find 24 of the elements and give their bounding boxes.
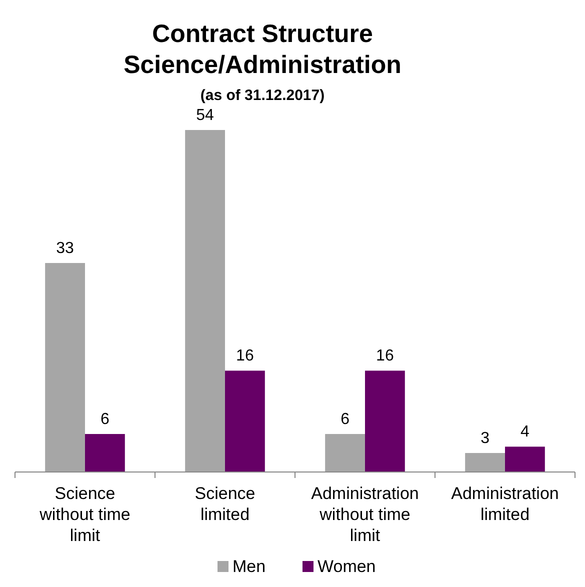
legend-label: Women: [318, 557, 376, 576]
bar: [185, 130, 225, 472]
bar: [85, 434, 125, 472]
data-label: 6: [100, 411, 110, 428]
bar: [465, 453, 505, 472]
data-label: 54: [196, 107, 214, 124]
data-label: 6: [340, 411, 350, 428]
data-label: 3: [480, 430, 490, 447]
bar: [225, 370, 265, 472]
data-label: 16: [376, 348, 394, 365]
bar: [505, 446, 545, 472]
chart-subtitle: (as of 31.12.2017): [200, 87, 325, 104]
bar: [325, 434, 365, 472]
x-tick-label: Science without time limit: [38, 484, 130, 545]
data-label: 33: [56, 240, 74, 257]
bar: [365, 370, 405, 472]
x-tick-label: Administration without time limit: [311, 484, 419, 545]
data-label: 4: [520, 424, 530, 441]
x-tick-label: Administration limited: [451, 484, 559, 524]
x-tick-label: Science limited: [194, 484, 256, 524]
chart-title: Contract Structure Science/Administration: [124, 20, 402, 79]
legend-label: Men: [232, 557, 266, 576]
data-label: 16: [236, 348, 254, 365]
bar: [45, 263, 85, 472]
